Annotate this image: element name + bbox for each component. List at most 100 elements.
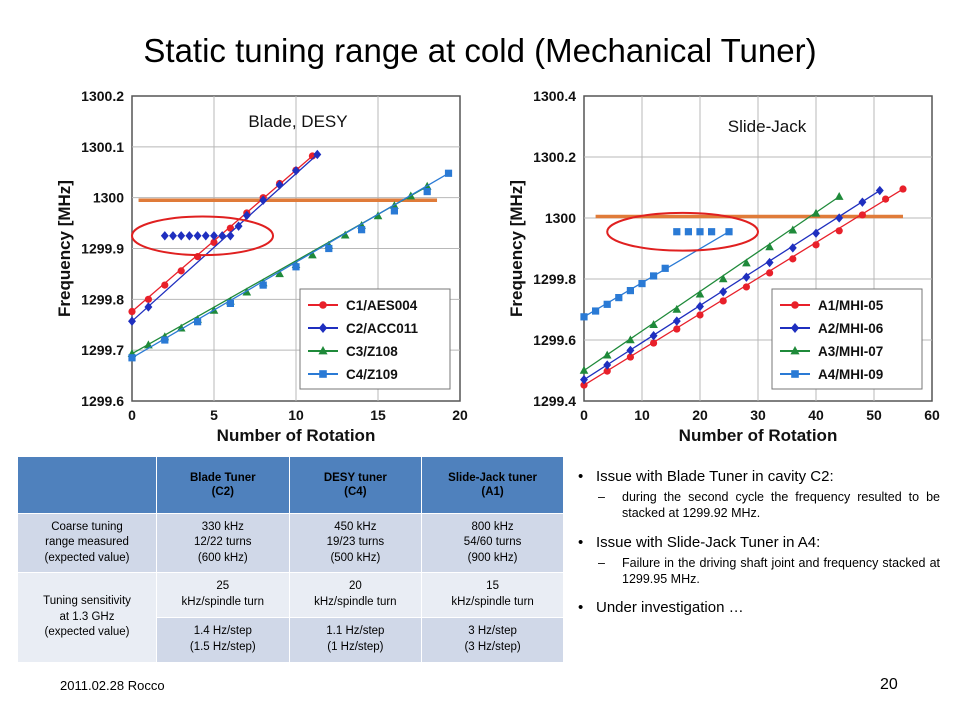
x-axis-label: Number of Rotation [217, 426, 376, 445]
y-tick-label: 1299.9 [81, 241, 124, 257]
legend-label: A2/MHI-06 [818, 321, 884, 336]
table-header-cell: Blade Tuner (C2) [156, 456, 290, 514]
y-tick-label: 1299.6 [81, 393, 124, 409]
table-row: Tuning sensitivity at 1.3 GHz (expected … [17, 572, 564, 663]
page-number: 20 [880, 676, 898, 693]
data-point [673, 228, 681, 236]
table-header-cell [17, 456, 157, 514]
chart-title: Blade, DESY [248, 112, 347, 131]
series-line [131, 153, 318, 322]
data-point [696, 301, 704, 312]
data-point [292, 263, 300, 271]
data-point [308, 250, 317, 259]
highlight-ellipse [606, 211, 760, 252]
data-point [626, 286, 634, 295]
data-point [835, 227, 843, 235]
data-point [650, 272, 658, 280]
legend-label: C2/ACC011 [346, 321, 419, 336]
table-cell: 3 Hz/step (3 Hz/step) [421, 617, 564, 663]
data-point [742, 283, 750, 291]
data-point [812, 241, 820, 249]
table-header-cell: Slide-Jack tuner (A1) [421, 456, 564, 514]
legend-marker [319, 301, 327, 309]
data-point [226, 299, 234, 307]
table-cell: 1.4 Hz/step (1.5 Hz/step) [156, 617, 290, 663]
legend-marker [791, 301, 799, 309]
data-point [144, 302, 153, 312]
data-point [718, 274, 728, 283]
y-tick-label: 1299.6 [533, 332, 576, 348]
data-point [684, 228, 692, 236]
data-point [672, 304, 682, 313]
data-point [373, 211, 383, 220]
x-tick-label: 20 [692, 407, 708, 423]
table-cell: 1.1 Hz/step (1 Hz/step) [288, 617, 423, 663]
series-line [583, 190, 881, 381]
chart-title: Slide-Jack [728, 117, 807, 136]
data-point [661, 264, 669, 272]
dash-marker: – [598, 490, 605, 504]
data-point [811, 208, 821, 217]
data-point [626, 353, 634, 361]
data-point [603, 300, 611, 308]
x-tick-label: 10 [634, 407, 650, 423]
data-point [194, 318, 202, 326]
data-point [259, 281, 267, 289]
data-point [444, 169, 453, 177]
x-tick-label: 40 [808, 407, 824, 423]
data-point [875, 185, 884, 196]
note-bullet: Issue with Blade Tuner in cavity C2: [578, 468, 940, 485]
legend-label: C3/Z108 [346, 344, 398, 359]
footer-date: 2011.02.28 Rocco [60, 678, 165, 693]
legend-label: A3/MHI-07 [818, 344, 883, 359]
highlight-ellipse [131, 215, 275, 257]
data-point [358, 226, 366, 234]
note-sub-item: – Failure in the driving shaft joint and… [578, 555, 940, 588]
data-point [580, 381, 588, 389]
table-row-label: Coarse tuning range measured (expected v… [17, 513, 157, 573]
data-point [226, 224, 234, 232]
x-tick-label: 15 [370, 407, 386, 423]
data-point [423, 187, 431, 196]
data-point [708, 228, 716, 236]
legend-label: C1/AES004 [346, 298, 418, 313]
data-point [649, 320, 658, 328]
y-axis-label: Frequency [MHz] [507, 180, 526, 317]
x-tick-label: 0 [128, 407, 136, 423]
data-point [696, 228, 704, 236]
data-point [765, 242, 774, 251]
x-tick-label: 0 [580, 407, 588, 423]
data-point [340, 230, 350, 239]
table-row-label: Tuning sensitivity at 1.3 GHz (expected … [17, 572, 157, 663]
data-point [899, 185, 907, 193]
y-tick-label: 1300.2 [533, 149, 576, 165]
data-point [313, 149, 322, 160]
legend-marker [318, 323, 328, 333]
data-point [579, 365, 589, 374]
legend-label: A1/MHI-05 [818, 298, 884, 313]
y-tick-label: 1299.8 [533, 271, 576, 287]
data-point [603, 367, 611, 375]
legend-marker [790, 323, 800, 333]
note-sub-text: Failure in the driving shaft joint and f… [622, 555, 940, 586]
data-point [638, 279, 646, 288]
data-point [765, 257, 774, 268]
data-point [177, 231, 186, 241]
legend-marker [319, 370, 327, 378]
data-point [210, 231, 218, 241]
data-point [592, 307, 600, 315]
note-sub-text: during the second cycle the frequency re… [622, 490, 940, 521]
table-header-row: Blade Tuner (C2) DESY tuner (C4) Slide-J… [17, 456, 564, 514]
table-cell: 330 kHz 12/22 turns (600 kHz) [156, 513, 290, 573]
table-row: 1.4 Hz/step (1.5 Hz/step) 1.1 Hz/step (1… [18, 617, 564, 663]
legend-marker [791, 370, 799, 378]
y-axis-label: Frequency [MHz] [55, 180, 74, 317]
y-tick-label: 1300.2 [81, 88, 124, 104]
data-point [882, 195, 890, 203]
data-point [719, 297, 727, 305]
table-cell: 20 kHz/spindle turn [288, 572, 423, 618]
x-tick-label: 50 [866, 407, 882, 423]
note-bullet: Issue with Slide-Jack Tuner in A4: [578, 534, 940, 551]
data-point [193, 231, 202, 241]
table-cell: 450 kHz 19/23 turns (500 kHz) [288, 513, 423, 573]
